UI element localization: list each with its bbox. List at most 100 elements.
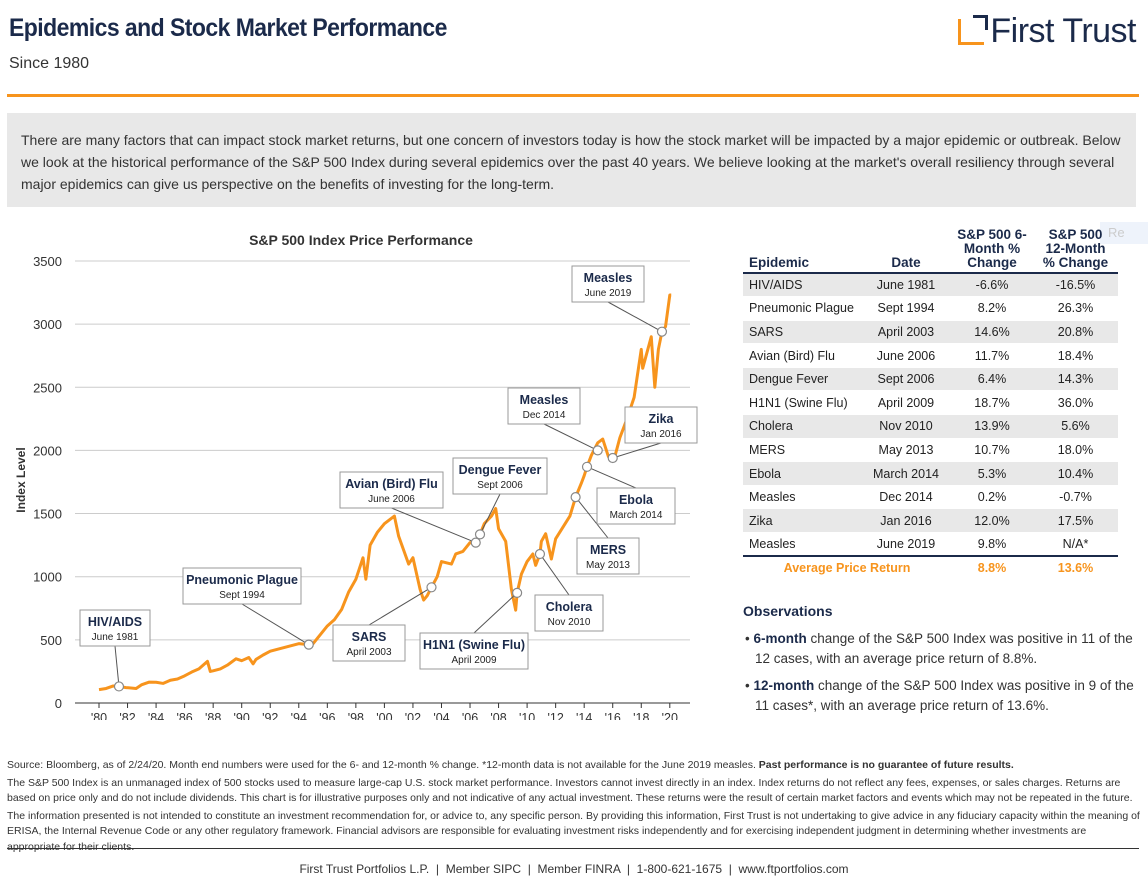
event-marker	[470, 537, 481, 548]
callout-leader	[586, 466, 637, 489]
table-cell: June 2006	[861, 343, 951, 368]
event-callout: Dengue Fever Sept 2006	[452, 457, 548, 535]
event-name: SARS	[352, 630, 387, 644]
table-cell: 18.0%	[1033, 438, 1118, 463]
x-tick-label: '92	[262, 711, 278, 720]
col-6month: S&P 500 6-Month % Change	[951, 228, 1033, 274]
callout-box	[571, 265, 645, 303]
x-tick-label: '08	[490, 711, 506, 720]
event-date: Sept 1994	[219, 590, 265, 601]
table-cell: 8.2%	[951, 296, 1033, 321]
event-name: HIV/AIDS	[88, 615, 142, 629]
table-cell: April 2003	[861, 320, 951, 345]
average-cell: 8.8%	[951, 555, 1033, 581]
event-marker	[534, 548, 546, 560]
x-tick-label: '88	[205, 711, 221, 720]
observation-item: • 6-month change of the S&P 500 Index wa…	[745, 631, 1133, 666]
x-tick-label: '80	[91, 711, 107, 720]
event-date: June 2006	[368, 494, 415, 505]
x-tick-label: '90	[234, 711, 250, 720]
epidemic-table: Epidemic Date S&P 500 6-Month % Change S…	[743, 228, 1118, 581]
event-date: May 2013	[586, 560, 630, 571]
table-cell: 13.9%	[951, 414, 1033, 439]
table-cell: Nov 2010	[861, 414, 951, 439]
table-cell: April 2009	[861, 390, 951, 416]
table-cell: 26.3%	[1033, 296, 1118, 321]
y-tick-label: 0	[55, 696, 62, 711]
event-date: April 2003	[346, 647, 391, 658]
event-date: Dec 2014	[523, 410, 566, 421]
event-callout: Zika Jan 2016	[612, 406, 698, 459]
table-cell: Avian (Bird) Flu	[743, 343, 861, 368]
event-callout: Cholera Nov 2010	[534, 553, 604, 632]
event-name: Dengue Fever	[459, 463, 542, 477]
y-tick-label: 500	[40, 633, 62, 648]
callout-box	[534, 594, 604, 632]
event-callout: SARS April 2003	[332, 586, 432, 662]
event-callout: H1N1 (Swine Flu) April 2009	[419, 592, 529, 670]
callout-leader	[391, 507, 476, 544]
callout-leader	[543, 423, 598, 451]
event-name: Ebola	[619, 493, 654, 507]
callout-box	[624, 406, 698, 444]
callout-box	[79, 609, 151, 647]
x-tick-label: '14	[576, 711, 592, 720]
table-row: MERS May 2013 10.7% 18.0%	[743, 438, 1118, 463]
x-tick-label: '96	[319, 711, 335, 720]
table-row: Dengue Fever Sept 2006 6.4% 14.3%	[743, 367, 1118, 392]
callout-box	[576, 537, 640, 575]
event-marker	[592, 445, 603, 456]
observations-title: Observations	[743, 603, 833, 619]
table-cell: 6.4%	[951, 367, 1033, 392]
x-tick-label: '86	[176, 711, 192, 720]
callout-box	[507, 387, 581, 425]
table-row: H1N1 (Swine Flu) April 2009 18.7% 36.0%	[743, 390, 1118, 416]
sp500-line-chart: S&P 500 Index Price Performance Index Lev…	[14, 232, 698, 720]
average-cell: 13.6%	[1033, 555, 1118, 581]
event-marker	[426, 582, 437, 593]
observation-item: • 12-month change of the S&P 500 Index w…	[745, 678, 1134, 713]
table-cell: 0.2%	[951, 485, 1033, 510]
table-cell: Jan 2016	[861, 508, 951, 534]
table-cell: 12.0%	[951, 508, 1033, 534]
table-row: Cholera Nov 2010 13.9% 5.6%	[743, 414, 1118, 439]
col-12month: S&P 500 12-Month % Change	[1033, 228, 1118, 274]
table-row: HIV/AIDS June 1981 -6.6% -16.5%	[743, 273, 1118, 298]
table-cell: 14.6%	[951, 320, 1033, 345]
table-cell: -16.5%	[1033, 273, 1118, 298]
table-cell: 20.8%	[1033, 320, 1118, 345]
table-cell: 18.7%	[951, 390, 1033, 416]
event-date: Jan 2016	[640, 429, 682, 440]
callout-leader	[539, 553, 570, 596]
header-divider	[7, 94, 1139, 97]
table-cell: SARS	[743, 320, 861, 345]
event-marker	[607, 452, 618, 464]
table-cell: June 2019	[861, 532, 951, 557]
callout-leader	[612, 442, 662, 459]
x-tick-label: '20	[662, 711, 678, 720]
event-callout: Ebola March 2014	[586, 466, 676, 525]
table-row: Avian (Bird) Flu June 2006 11.7% 18.4%	[743, 343, 1118, 368]
contact-line: First Trust Portfolios L.P. | Member SIP…	[299, 862, 849, 876]
table-cell: Measles	[743, 532, 861, 557]
col-date: Date	[861, 228, 951, 274]
index-disclaimer: The S&P 500 Index is an unmanaged index …	[7, 776, 1133, 805]
callout-leader	[473, 592, 518, 634]
y-tick-label: 3000	[33, 317, 62, 332]
average-row: Average Price Return 8.8% 13.6%	[743, 555, 1118, 581]
table-cell: Zika	[743, 508, 861, 534]
y-axis-label: Index Level	[14, 447, 28, 512]
event-date: Nov 2010	[548, 617, 591, 628]
table-row: Zika Jan 2016 12.0% 17.5%	[743, 508, 1118, 534]
event-marker	[474, 529, 486, 540]
table-cell: 10.7%	[951, 438, 1033, 463]
callout-leader	[607, 301, 663, 333]
table-cell: Sept 1994	[861, 296, 951, 321]
x-tick-label: '98	[348, 711, 364, 720]
callout-leader	[241, 603, 310, 646]
event-date: June 1981	[92, 632, 139, 643]
table-cell: Ebola	[743, 461, 861, 486]
event-name: Measles	[520, 393, 569, 407]
event-name: Measles	[584, 271, 633, 285]
table-cell: Pneumonic Plague	[743, 296, 861, 321]
